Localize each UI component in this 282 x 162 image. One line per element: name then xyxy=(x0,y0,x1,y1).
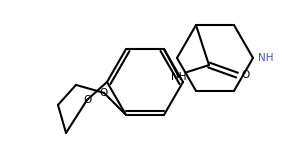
Text: NH: NH xyxy=(171,72,187,82)
Text: O: O xyxy=(83,95,91,105)
Text: NH: NH xyxy=(258,53,274,63)
Text: O: O xyxy=(241,70,249,80)
Text: O: O xyxy=(100,88,108,98)
